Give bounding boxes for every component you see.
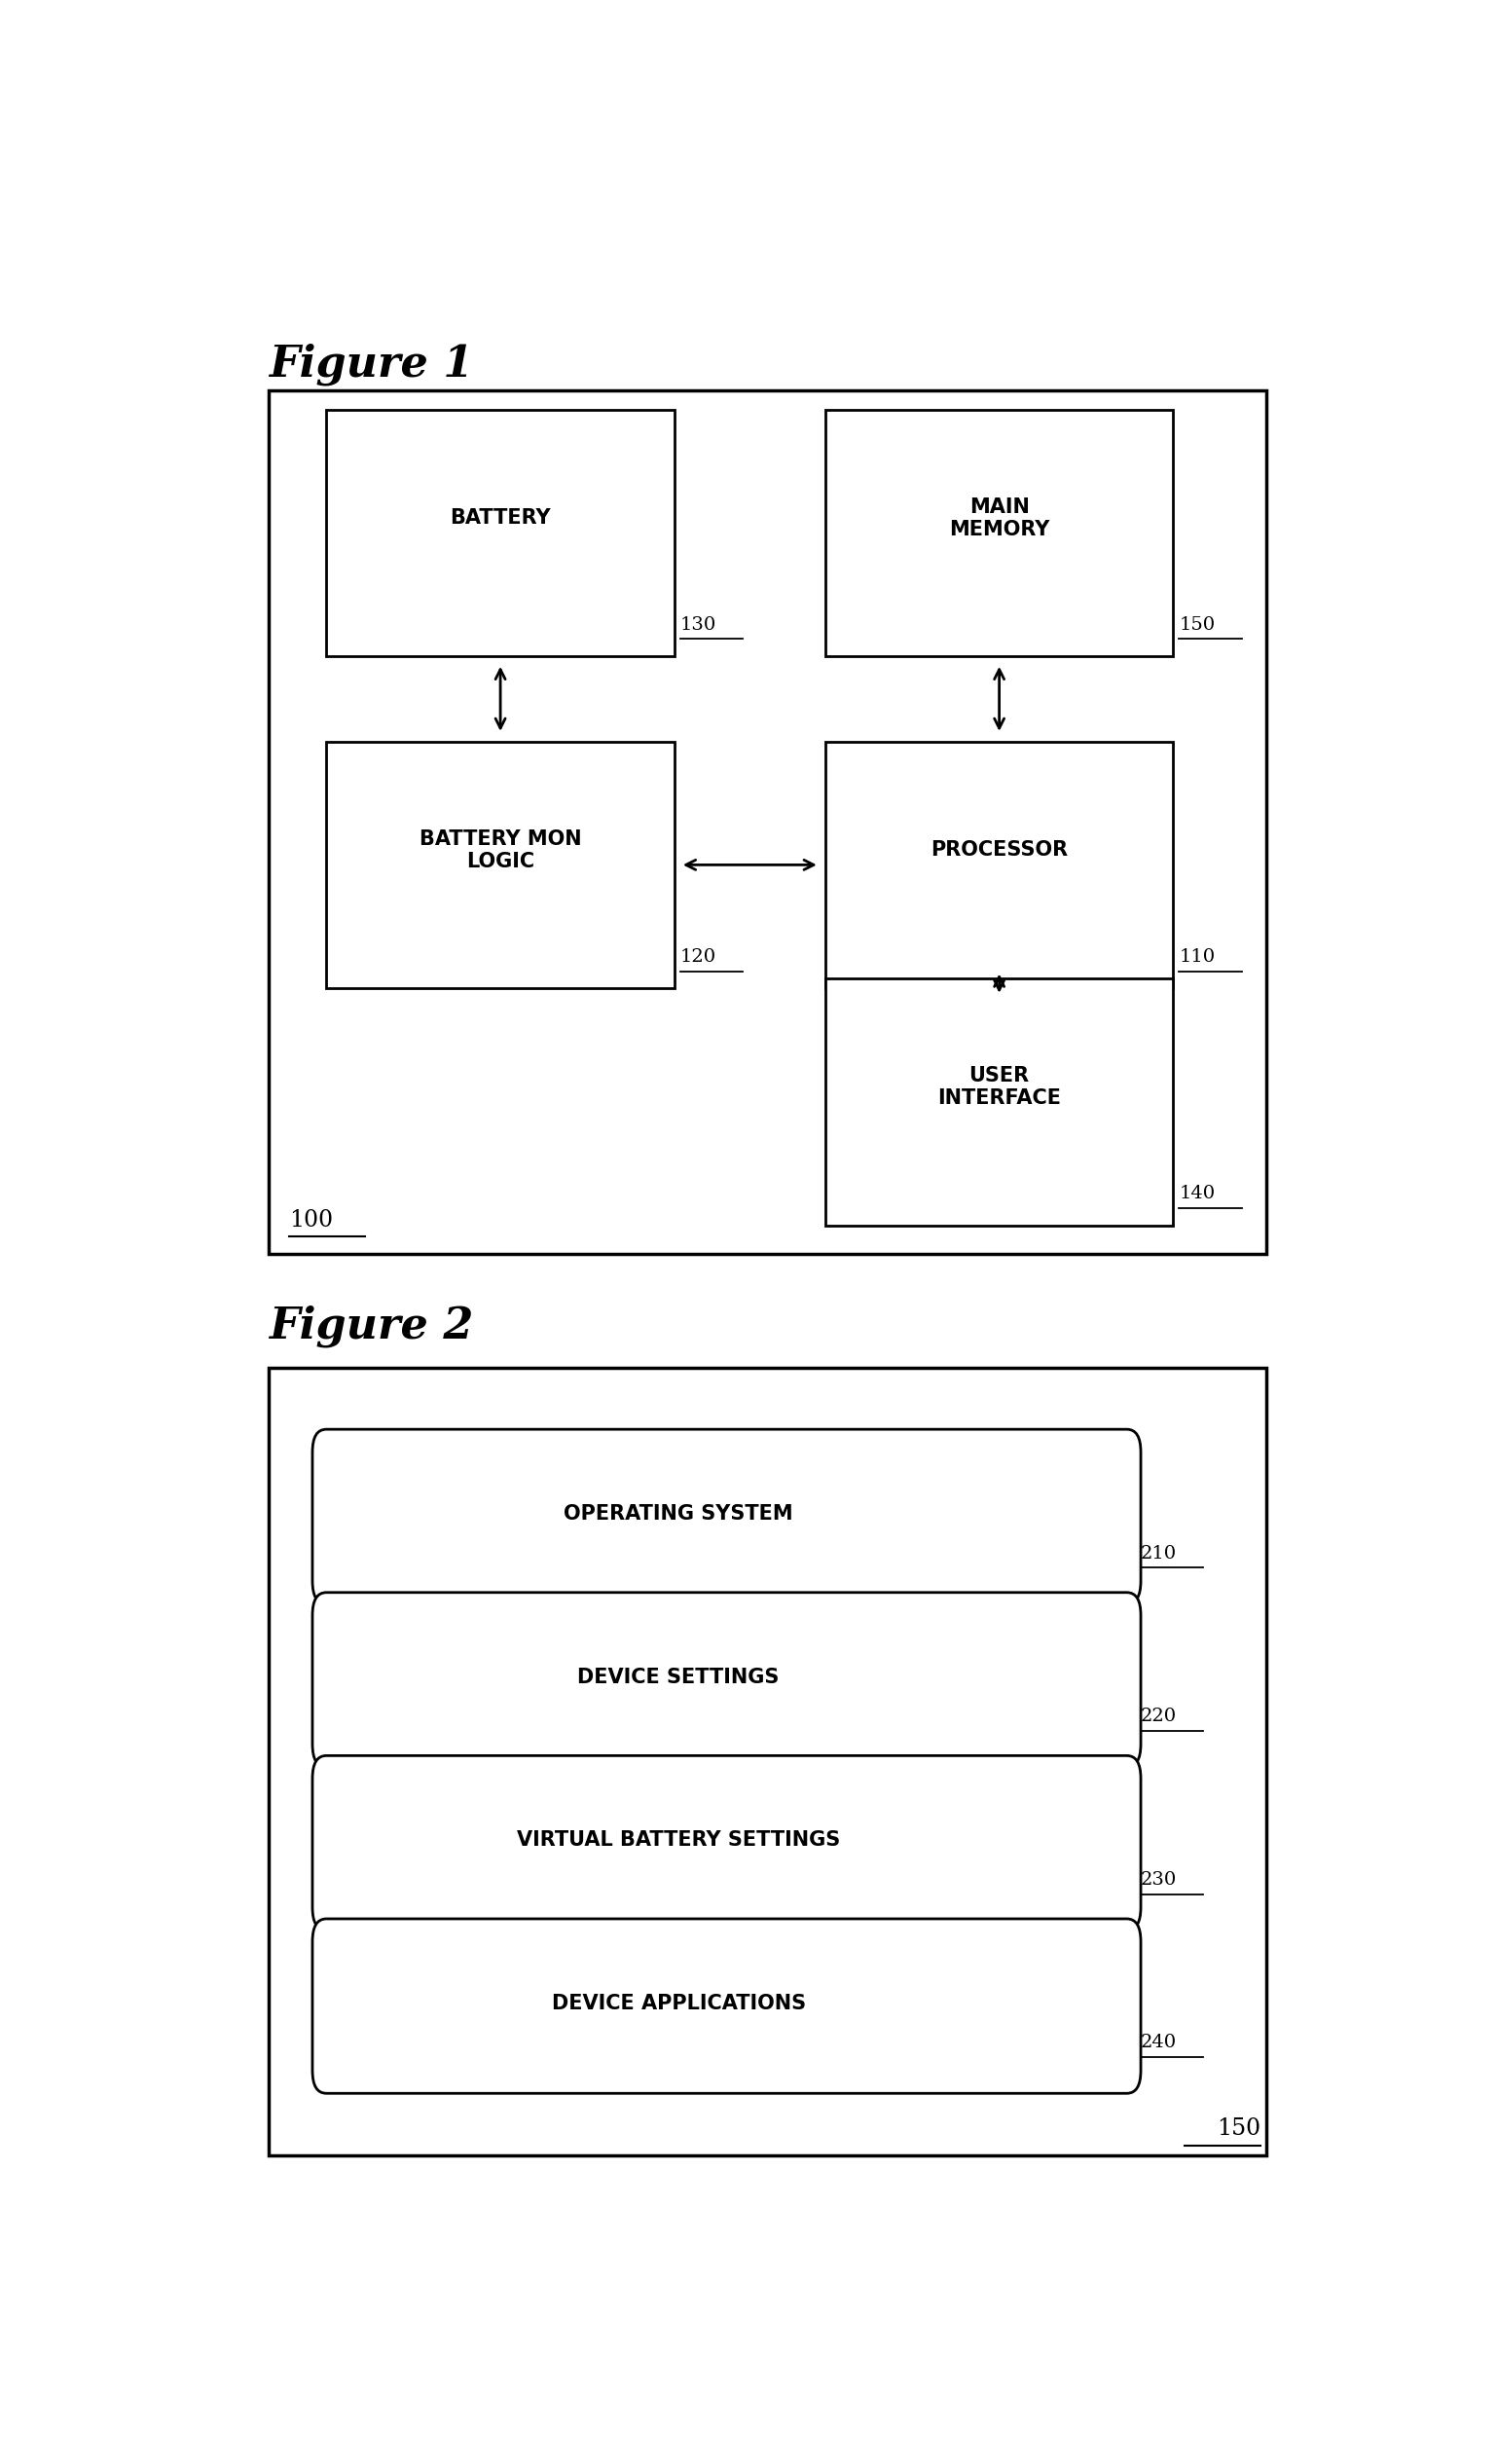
Text: 240: 240 xyxy=(1141,2035,1177,2053)
Text: 140: 140 xyxy=(1180,1185,1216,1202)
FancyBboxPatch shape xyxy=(313,1919,1141,2094)
Text: DEVICE SETTINGS: DEVICE SETTINGS xyxy=(578,1668,780,1688)
Bar xyxy=(825,978,1174,1225)
Text: Figure 1: Figure 1 xyxy=(268,342,473,384)
Text: OPERATING SYSTEM: OPERATING SYSTEM xyxy=(564,1503,793,1523)
FancyBboxPatch shape xyxy=(313,1757,1141,1929)
Text: BATTERY MON
LOGIC: BATTERY MON LOGIC xyxy=(419,828,581,872)
Text: 150: 150 xyxy=(1180,616,1216,633)
Bar xyxy=(326,742,674,988)
Bar xyxy=(268,1368,1266,2156)
Text: BATTERY: BATTERY xyxy=(451,508,551,527)
Text: 150: 150 xyxy=(1217,2117,1260,2139)
Text: 110: 110 xyxy=(1180,949,1216,966)
Text: VIRTUAL BATTERY SETTINGS: VIRTUAL BATTERY SETTINGS xyxy=(516,1831,840,1850)
Text: 130: 130 xyxy=(680,616,717,633)
FancyBboxPatch shape xyxy=(313,1592,1141,1767)
Bar xyxy=(326,409,674,655)
Text: 210: 210 xyxy=(1141,1545,1177,1562)
Bar xyxy=(268,389,1266,1254)
Text: USER
INTERFACE: USER INTERFACE xyxy=(937,1067,1061,1109)
Text: DEVICE APPLICATIONS: DEVICE APPLICATIONS xyxy=(551,1993,805,2013)
Bar xyxy=(825,409,1174,655)
Text: MAIN
MEMORY: MAIN MEMORY xyxy=(949,498,1049,540)
Text: 220: 220 xyxy=(1141,1708,1177,1725)
Bar xyxy=(825,742,1174,988)
Text: Figure 2: Figure 2 xyxy=(268,1306,473,1348)
Text: PROCESSOR: PROCESSOR xyxy=(931,840,1067,860)
Text: 100: 100 xyxy=(289,1210,334,1232)
FancyBboxPatch shape xyxy=(313,1429,1141,1604)
Text: 230: 230 xyxy=(1141,1870,1177,1887)
Text: 120: 120 xyxy=(680,949,717,966)
